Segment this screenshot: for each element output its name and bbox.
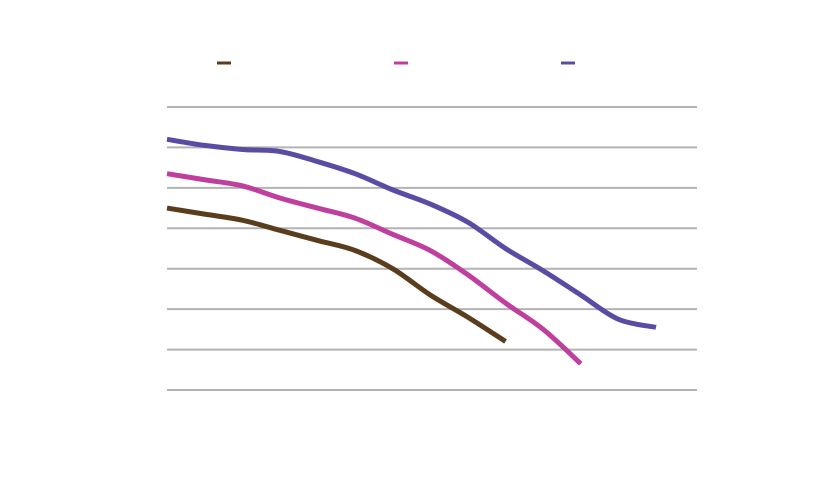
series-line-2 [166, 171, 583, 366]
gridlines [167, 106, 697, 391]
series-line-1 [166, 205, 507, 344]
series-line-3 [166, 136, 657, 330]
series-lines [166, 136, 657, 366]
